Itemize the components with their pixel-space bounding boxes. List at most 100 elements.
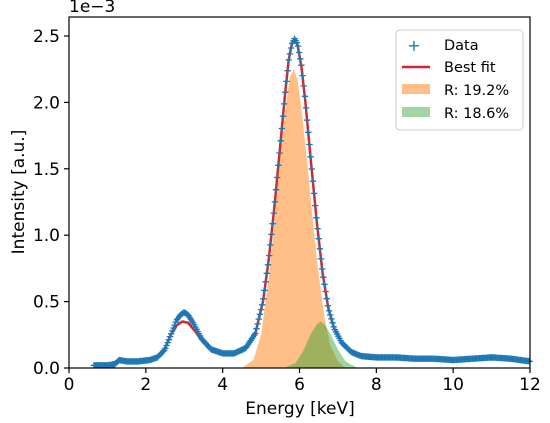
data-point — [315, 235, 322, 242]
y-tick-label: 1.5 — [33, 160, 60, 180]
data-point — [166, 333, 174, 340]
x-axis: 0 2 4 6 8 10 12 — [64, 368, 541, 395]
y-scale-label: 1e−3 — [69, 0, 115, 17]
legend-marker-data: + — [407, 36, 420, 55]
y-tick-label: 2.0 — [33, 93, 60, 113]
data-point — [310, 190, 318, 197]
legend-label-best-fit: Best fit — [444, 60, 496, 76]
data-point — [282, 89, 289, 96]
x-tick-label: 6 — [294, 375, 305, 395]
data-point — [329, 319, 336, 326]
data-point — [313, 214, 320, 221]
data-point — [330, 323, 337, 330]
data-point — [162, 345, 169, 352]
data-point — [276, 149, 283, 157]
data-point — [254, 320, 261, 328]
y-tick-label: 0.0 — [33, 359, 60, 379]
x-tick-label: 10 — [442, 375, 464, 395]
data-point — [304, 116, 311, 124]
plot-area — [90, 35, 533, 369]
data-point — [278, 125, 285, 132]
data-point — [266, 252, 273, 259]
data-point — [284, 67, 291, 74]
data-point — [298, 62, 305, 69]
data-point — [295, 49, 303, 56]
data-point — [268, 231, 275, 238]
y-axis-label: Intensity [a.u.] — [9, 130, 29, 255]
data-point — [321, 281, 328, 288]
data-point — [309, 178, 317, 185]
data-point — [261, 287, 268, 294]
data-point — [286, 50, 294, 58]
data-point — [324, 302, 332, 309]
data-point — [328, 315, 335, 323]
data-point — [294, 42, 302, 50]
data-point — [255, 315, 262, 323]
data-point — [260, 295, 267, 302]
data-point — [259, 301, 266, 308]
legend-swatch-r2 — [402, 107, 430, 117]
data-point — [323, 295, 330, 302]
y-tick-label: 2.5 — [33, 27, 60, 47]
data-point — [164, 339, 171, 346]
legend: + Data Best fit R: 19.2% R: 18.6% — [395, 29, 524, 131]
data-point — [256, 311, 264, 318]
data-point — [285, 56, 292, 64]
area-r1 — [241, 69, 346, 368]
data-point — [170, 324, 177, 332]
y-axis: 0.0 0.5 1.0 1.5 2.0 2.5 — [33, 27, 69, 379]
data-point — [271, 198, 279, 206]
area-series-group — [241, 69, 358, 368]
data-point — [293, 39, 300, 46]
data-point — [163, 342, 170, 349]
data-point — [308, 165, 315, 173]
data-point — [168, 330, 175, 337]
data-point — [320, 274, 327, 281]
data-point — [272, 186, 280, 193]
data-point — [305, 129, 312, 136]
data-point — [314, 225, 321, 232]
data-point — [275, 162, 282, 169]
data-point — [302, 104, 310, 112]
x-axis-label: Energy [keV] — [245, 399, 355, 419]
y-tick-label: 0.5 — [33, 293, 60, 313]
data-point — [287, 44, 295, 52]
data-point — [322, 288, 329, 295]
data-point — [300, 82, 307, 90]
data-point — [312, 202, 319, 209]
data-point — [316, 245, 324, 252]
data-point — [270, 209, 277, 217]
data-point — [306, 141, 313, 148]
data-point — [327, 311, 334, 319]
data-point — [279, 113, 287, 120]
legend-label-data: Data — [444, 38, 479, 54]
data-point — [169, 327, 176, 335]
data-point — [277, 137, 284, 144]
data-point — [283, 78, 290, 85]
legend-swatch-r1 — [402, 84, 430, 94]
y-tick-label: 1.0 — [33, 226, 60, 246]
data-point — [319, 265, 326, 273]
legend-box — [395, 29, 524, 131]
x-tick-label: 8 — [371, 375, 382, 395]
x-tick-label: 2 — [140, 375, 151, 395]
data-point — [257, 306, 265, 313]
data-point — [274, 174, 281, 181]
data-point — [262, 278, 269, 285]
x-tick-label: 4 — [217, 375, 228, 395]
data-point — [307, 153, 314, 160]
data-point — [269, 220, 276, 227]
data-point — [301, 93, 309, 100]
data-point — [325, 307, 333, 315]
area-r2 — [284, 321, 358, 368]
data-point — [253, 325, 260, 332]
data-point — [317, 255, 325, 263]
data-point — [297, 55, 304, 62]
data-point — [171, 321, 178, 329]
data-point — [280, 100, 288, 108]
data-point — [252, 330, 259, 337]
legend-label-r1: R: 19.2% — [444, 83, 509, 99]
data-point — [165, 336, 173, 343]
data-point — [267, 241, 274, 249]
